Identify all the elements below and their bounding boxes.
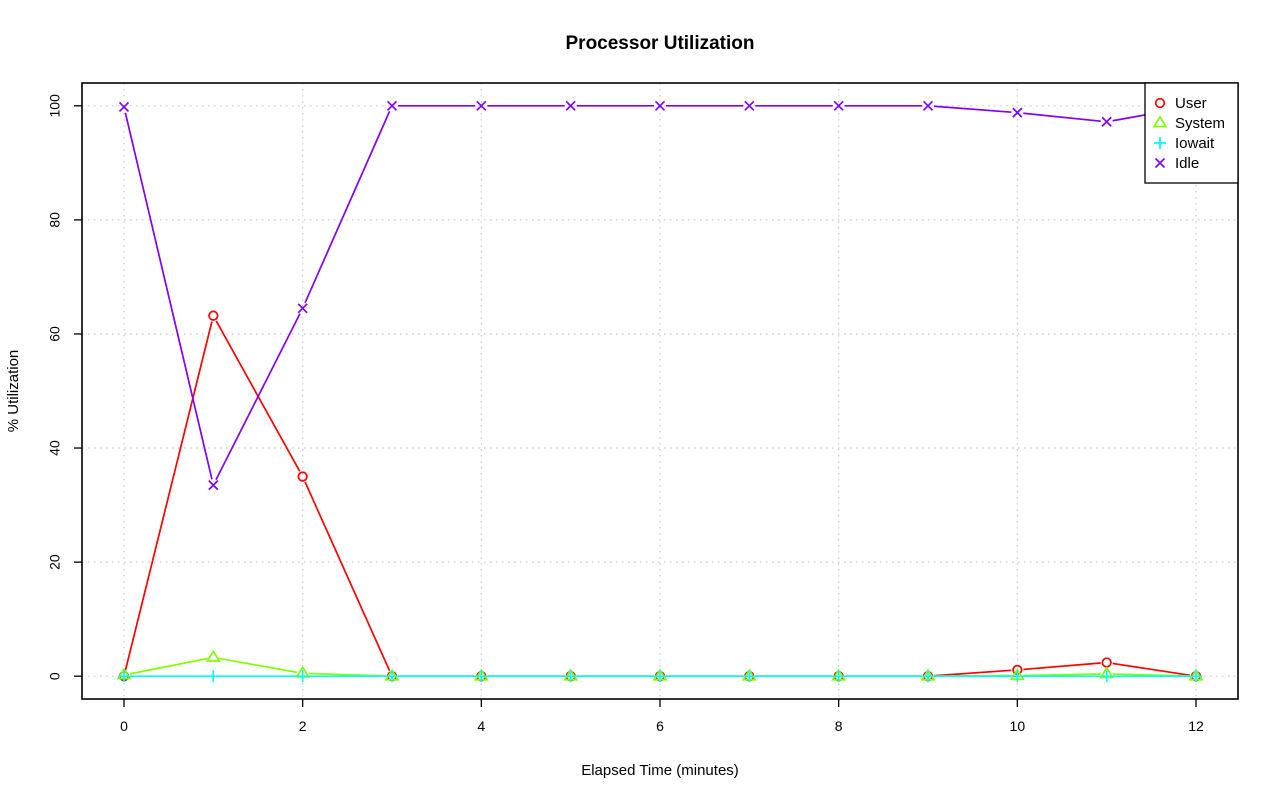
data-point-idle [476,100,487,111]
data-point-idle [1101,116,1112,127]
x-axis-label: Elapsed Time (minutes) [581,762,739,779]
legend: User System Iowait Idle [1144,82,1239,184]
data-point-idle [565,100,576,111]
legend-marker-user [1154,97,1166,109]
chart-title: Processor Utilization [566,33,755,54]
x-tick-label: 6 [656,718,664,734]
data-point-iowait [1011,670,1024,683]
legend-marker-iowait [1154,137,1166,149]
y-tick-label: 20 [47,554,63,570]
data-point-system [205,649,221,662]
x-axis: 0 2 4 6 8 10 12 [120,699,1204,734]
legend-box [1144,82,1239,184]
data-point-idle [297,303,308,314]
data-point-iowait [832,670,845,683]
data-point-idle [386,100,398,111]
legend-label-iowait: Iowait [1175,135,1215,152]
data-point-idle [208,480,219,491]
data-point-iowait [922,670,935,683]
series-markers [116,100,1204,683]
legend-marker-idle [1154,157,1166,169]
data-point-idle [654,100,666,111]
data-point-user [1101,657,1112,668]
legend-marker-system [1152,115,1168,128]
legend-label-idle: Idle [1175,155,1199,172]
data-point-idle [744,100,755,111]
data-point-user [297,471,308,482]
legend-label-user: User [1175,95,1207,112]
data-point-iowait [1100,670,1113,683]
y-axis-label: % Utilization [5,350,22,433]
data-point-idle [1012,107,1023,118]
data-point-user [208,310,219,321]
y-tick-label: 40 [47,440,63,456]
series-line-idle [124,104,1191,481]
x-tick-label: 0 [120,718,128,734]
data-point-idle [118,101,130,113]
x-tick-label: 2 [299,718,307,734]
series-line-user [124,320,1191,678]
y-tick-label: 60 [47,326,63,342]
y-tick-label: 80 [47,212,63,228]
x-tick-label: 4 [477,718,485,734]
y-axis: 0 20 40 60 80 100 [47,94,82,680]
legend-label-system: System [1175,115,1225,132]
x-tick-label: 12 [1188,718,1204,734]
data-point-iowait [207,670,220,683]
data-point-iowait [475,670,488,683]
data-point-iowait [385,670,398,683]
data-point-idle [922,100,934,111]
data-point-iowait [1190,670,1203,683]
y-tick-label: 0 [47,672,63,680]
data-point-iowait [743,670,756,683]
data-point-iowait [117,670,130,683]
data-point-iowait [296,670,309,683]
x-tick-label: 10 [1010,718,1026,734]
series-lines [124,104,1191,678]
y-tick-label: 100 [47,94,63,118]
data-point-idle [833,100,844,111]
x-tick-label: 8 [835,718,843,734]
data-point-iowait [654,670,666,683]
data-point-iowait [564,670,577,683]
